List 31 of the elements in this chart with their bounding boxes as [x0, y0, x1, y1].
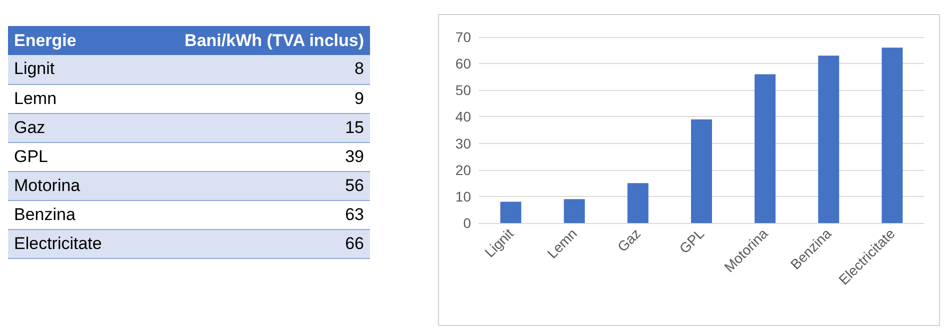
y-tick-label: 0 — [463, 215, 472, 231]
y-tick-label: 20 — [455, 162, 472, 178]
y-tick-label: 30 — [455, 135, 472, 152]
data-label: 56 — [344, 174, 365, 196]
y-tick-label: 60 — [455, 56, 472, 72]
data-label: 63 — [344, 204, 365, 226]
data-label: 39 — [344, 146, 365, 168]
bar — [564, 199, 585, 223]
category-label: GPL — [13, 146, 50, 168]
x-tick-label: Gaz — [614, 225, 644, 255]
data-table: Energie Bani/kWh (TVA inclus) Lignit 8 Lemn 9 Gaz 15 GPL 39 Motorina 56 Benzina 63 Electricitate 66 — [8, 26, 370, 258]
bar — [754, 74, 776, 223]
category-label: Gaz — [13, 116, 46, 138]
y-tick-label: 50 — [455, 82, 472, 98]
category-label: Motorina — [13, 174, 82, 196]
y-tick-label: 10 — [455, 188, 472, 204]
bar — [818, 56, 840, 223]
y-tick-label: 70 — [455, 29, 472, 45]
bar — [627, 183, 648, 223]
data-label: 66 — [344, 232, 365, 254]
bar — [691, 119, 712, 223]
category-label: Lemn — [13, 88, 58, 110]
data-label: 9 — [354, 88, 365, 110]
category-label: Benzina — [13, 204, 76, 226]
x-tick-label: GPL — [676, 225, 708, 256]
data-label: 15 — [344, 116, 365, 138]
y-tick-label: 40 — [455, 108, 472, 125]
category-label: Lignit — [13, 58, 56, 80]
bar — [882, 48, 903, 223]
data-label: 8 — [354, 58, 365, 80]
bar — [500, 202, 522, 223]
